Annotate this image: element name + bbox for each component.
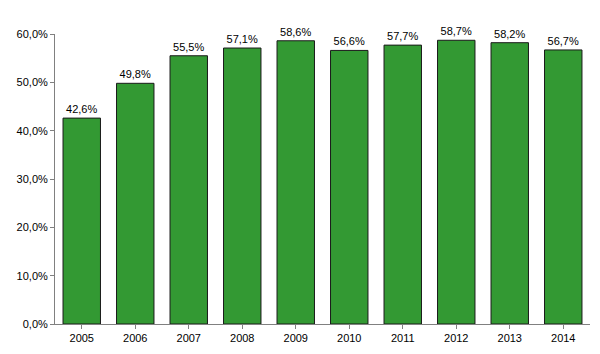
svg-text:2006: 2006	[123, 332, 147, 344]
svg-text:56,6%: 56,6%	[334, 35, 365, 47]
svg-text:2012: 2012	[444, 332, 468, 344]
svg-text:49,8%: 49,8%	[120, 68, 151, 80]
svg-text:20,0%: 20,0%	[17, 221, 48, 233]
svg-text:2010: 2010	[337, 332, 361, 344]
svg-text:58,7%: 58,7%	[441, 25, 472, 37]
svg-text:10,0%: 10,0%	[17, 270, 48, 282]
svg-text:57,1%: 57,1%	[227, 33, 258, 45]
svg-text:2008: 2008	[230, 332, 254, 344]
svg-text:2007: 2007	[177, 332, 201, 344]
svg-text:58,2%: 58,2%	[494, 28, 525, 40]
svg-text:40,0%: 40,0%	[17, 125, 48, 137]
svg-text:30,0%: 30,0%	[17, 173, 48, 185]
svg-text:2011: 2011	[391, 332, 415, 344]
svg-text:2014: 2014	[551, 332, 575, 344]
svg-text:2009: 2009	[284, 332, 308, 344]
svg-text:2005: 2005	[70, 332, 94, 344]
svg-text:60,0%: 60,0%	[17, 28, 48, 40]
svg-text:56,7%: 56,7%	[548, 35, 579, 47]
svg-text:0,0%: 0,0%	[23, 318, 48, 330]
svg-text:58,6%: 58,6%	[280, 26, 311, 38]
svg-text:57,7%: 57,7%	[387, 30, 418, 42]
svg-text:50,0%: 50,0%	[17, 76, 48, 88]
svg-text:2013: 2013	[498, 332, 522, 344]
svg-text:55,5%: 55,5%	[173, 41, 204, 53]
svg-text:42,6%: 42,6%	[66, 103, 97, 115]
